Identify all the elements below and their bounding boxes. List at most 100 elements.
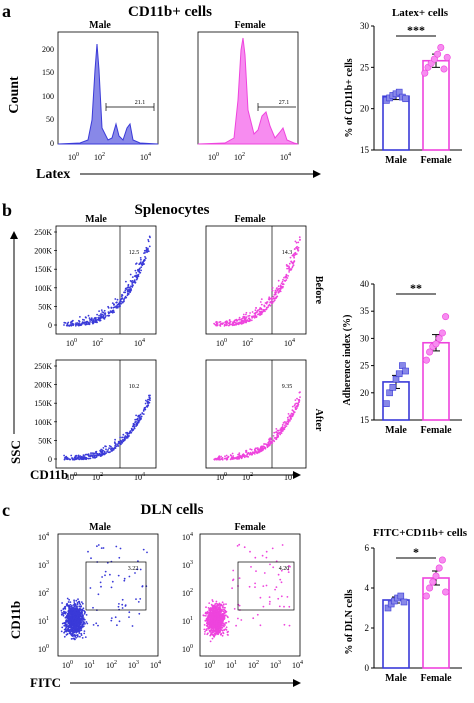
scatter-point	[223, 629, 226, 631]
scatter-point	[211, 611, 214, 614]
scatter-point	[262, 605, 265, 608]
scatter-point	[92, 624, 95, 626]
scatter-point	[112, 448, 115, 451]
scatter-point	[83, 630, 86, 632]
scatter-point	[216, 322, 219, 324]
scatter-point	[243, 456, 246, 459]
scatter-point	[203, 614, 206, 617]
scatter-point	[115, 301, 118, 304]
scatter-point	[76, 609, 79, 612]
y-tick-label: 150K	[34, 265, 52, 274]
x-tick-label: 100	[216, 338, 227, 348]
scatter-point	[97, 593, 100, 596]
scatter-point	[272, 295, 275, 298]
scatter-point	[78, 600, 81, 603]
scatter-point	[109, 451, 111, 453]
scatter-point	[231, 456, 233, 458]
data-point-female	[443, 53, 451, 61]
scatter-point	[206, 610, 209, 613]
scatter-point	[97, 544, 100, 546]
scatter-point	[244, 317, 247, 320]
scatter-point	[77, 454, 80, 457]
scatter-point	[277, 432, 280, 435]
scatter-point	[67, 616, 69, 619]
scatter-point	[72, 617, 75, 620]
scatter-point	[108, 445, 111, 447]
scatter-point	[63, 622, 65, 624]
scatter-point	[223, 325, 226, 327]
scatter-point	[297, 241, 300, 244]
scatter-point	[260, 298, 263, 300]
y-tick-label: 20	[360, 104, 370, 114]
scatter-point	[79, 613, 82, 615]
scatter-point	[74, 611, 76, 613]
scatter-point	[110, 447, 113, 450]
scatter-point	[63, 611, 66, 614]
scatter-point	[268, 298, 271, 301]
scatter-point	[269, 301, 272, 303]
y-tick-label: 0	[48, 321, 52, 330]
scatter-point	[85, 322, 88, 324]
scatter-point	[297, 404, 299, 407]
scatter-point	[227, 456, 230, 459]
scatter-point	[72, 611, 75, 614]
scatter-point	[298, 236, 301, 239]
x-tick-label: 104	[150, 660, 161, 670]
scatter-point	[124, 438, 127, 440]
scatter-point	[75, 618, 78, 621]
scatter-point	[220, 608, 222, 611]
scatter-point	[69, 617, 71, 620]
scatter-point	[115, 445, 118, 447]
scatter-point	[110, 617, 113, 619]
scatter-point	[252, 451, 255, 454]
y-tick-label: 250K	[34, 228, 52, 237]
scatter-point	[261, 448, 264, 451]
scatter-point	[226, 615, 229, 618]
scatter-point	[221, 629, 224, 632]
x-tick-label: 103	[38, 560, 49, 570]
scatter-point	[271, 289, 274, 292]
scatter-point	[261, 554, 264, 557]
scatter-point	[137, 268, 139, 271]
scatter-point	[62, 613, 65, 615]
data-point-female	[438, 556, 446, 564]
scatter-point	[70, 324, 73, 326]
scatter-point	[270, 297, 273, 300]
scatter-point	[253, 453, 256, 455]
scatter-point	[209, 616, 212, 618]
x-tick-label: 103	[128, 660, 139, 670]
hist-female-x-tick-0: 100	[208, 152, 219, 162]
scatter-point	[224, 610, 227, 613]
scatter-point	[268, 603, 271, 605]
scatter-point	[102, 447, 105, 449]
scatter-point	[248, 453, 251, 456]
scatter-point	[88, 317, 91, 319]
scatter-point	[279, 433, 282, 436]
scatter-point	[85, 453, 88, 456]
scatter-point	[223, 603, 225, 605]
scatter-c-female-gate-value: 4.20	[279, 566, 290, 572]
scatter-point	[104, 452, 107, 455]
scatter-point	[78, 320, 81, 323]
scatter-point	[83, 632, 86, 635]
scatter-point	[216, 617, 219, 619]
scatter-point	[222, 610, 225, 613]
scatter-point	[254, 309, 257, 312]
scatter-point	[80, 632, 83, 635]
scatter-point	[255, 311, 258, 314]
scatter-point	[279, 578, 282, 581]
scatter-point	[79, 455, 82, 457]
scatter-point	[110, 586, 113, 589]
scatter-point	[222, 612, 225, 615]
scatter-point	[218, 611, 221, 613]
scatter-point	[253, 451, 256, 454]
scatter-point	[68, 611, 70, 614]
scatter-point	[203, 624, 206, 626]
y-tick-label: 40	[360, 279, 370, 289]
scatter-point	[132, 422, 135, 425]
scatter-point	[256, 613, 259, 616]
hist-male-curve	[57, 43, 159, 145]
scatter-b-female-after-points	[213, 391, 301, 461]
scatter-point	[203, 628, 206, 631]
scatter-point	[213, 611, 216, 614]
